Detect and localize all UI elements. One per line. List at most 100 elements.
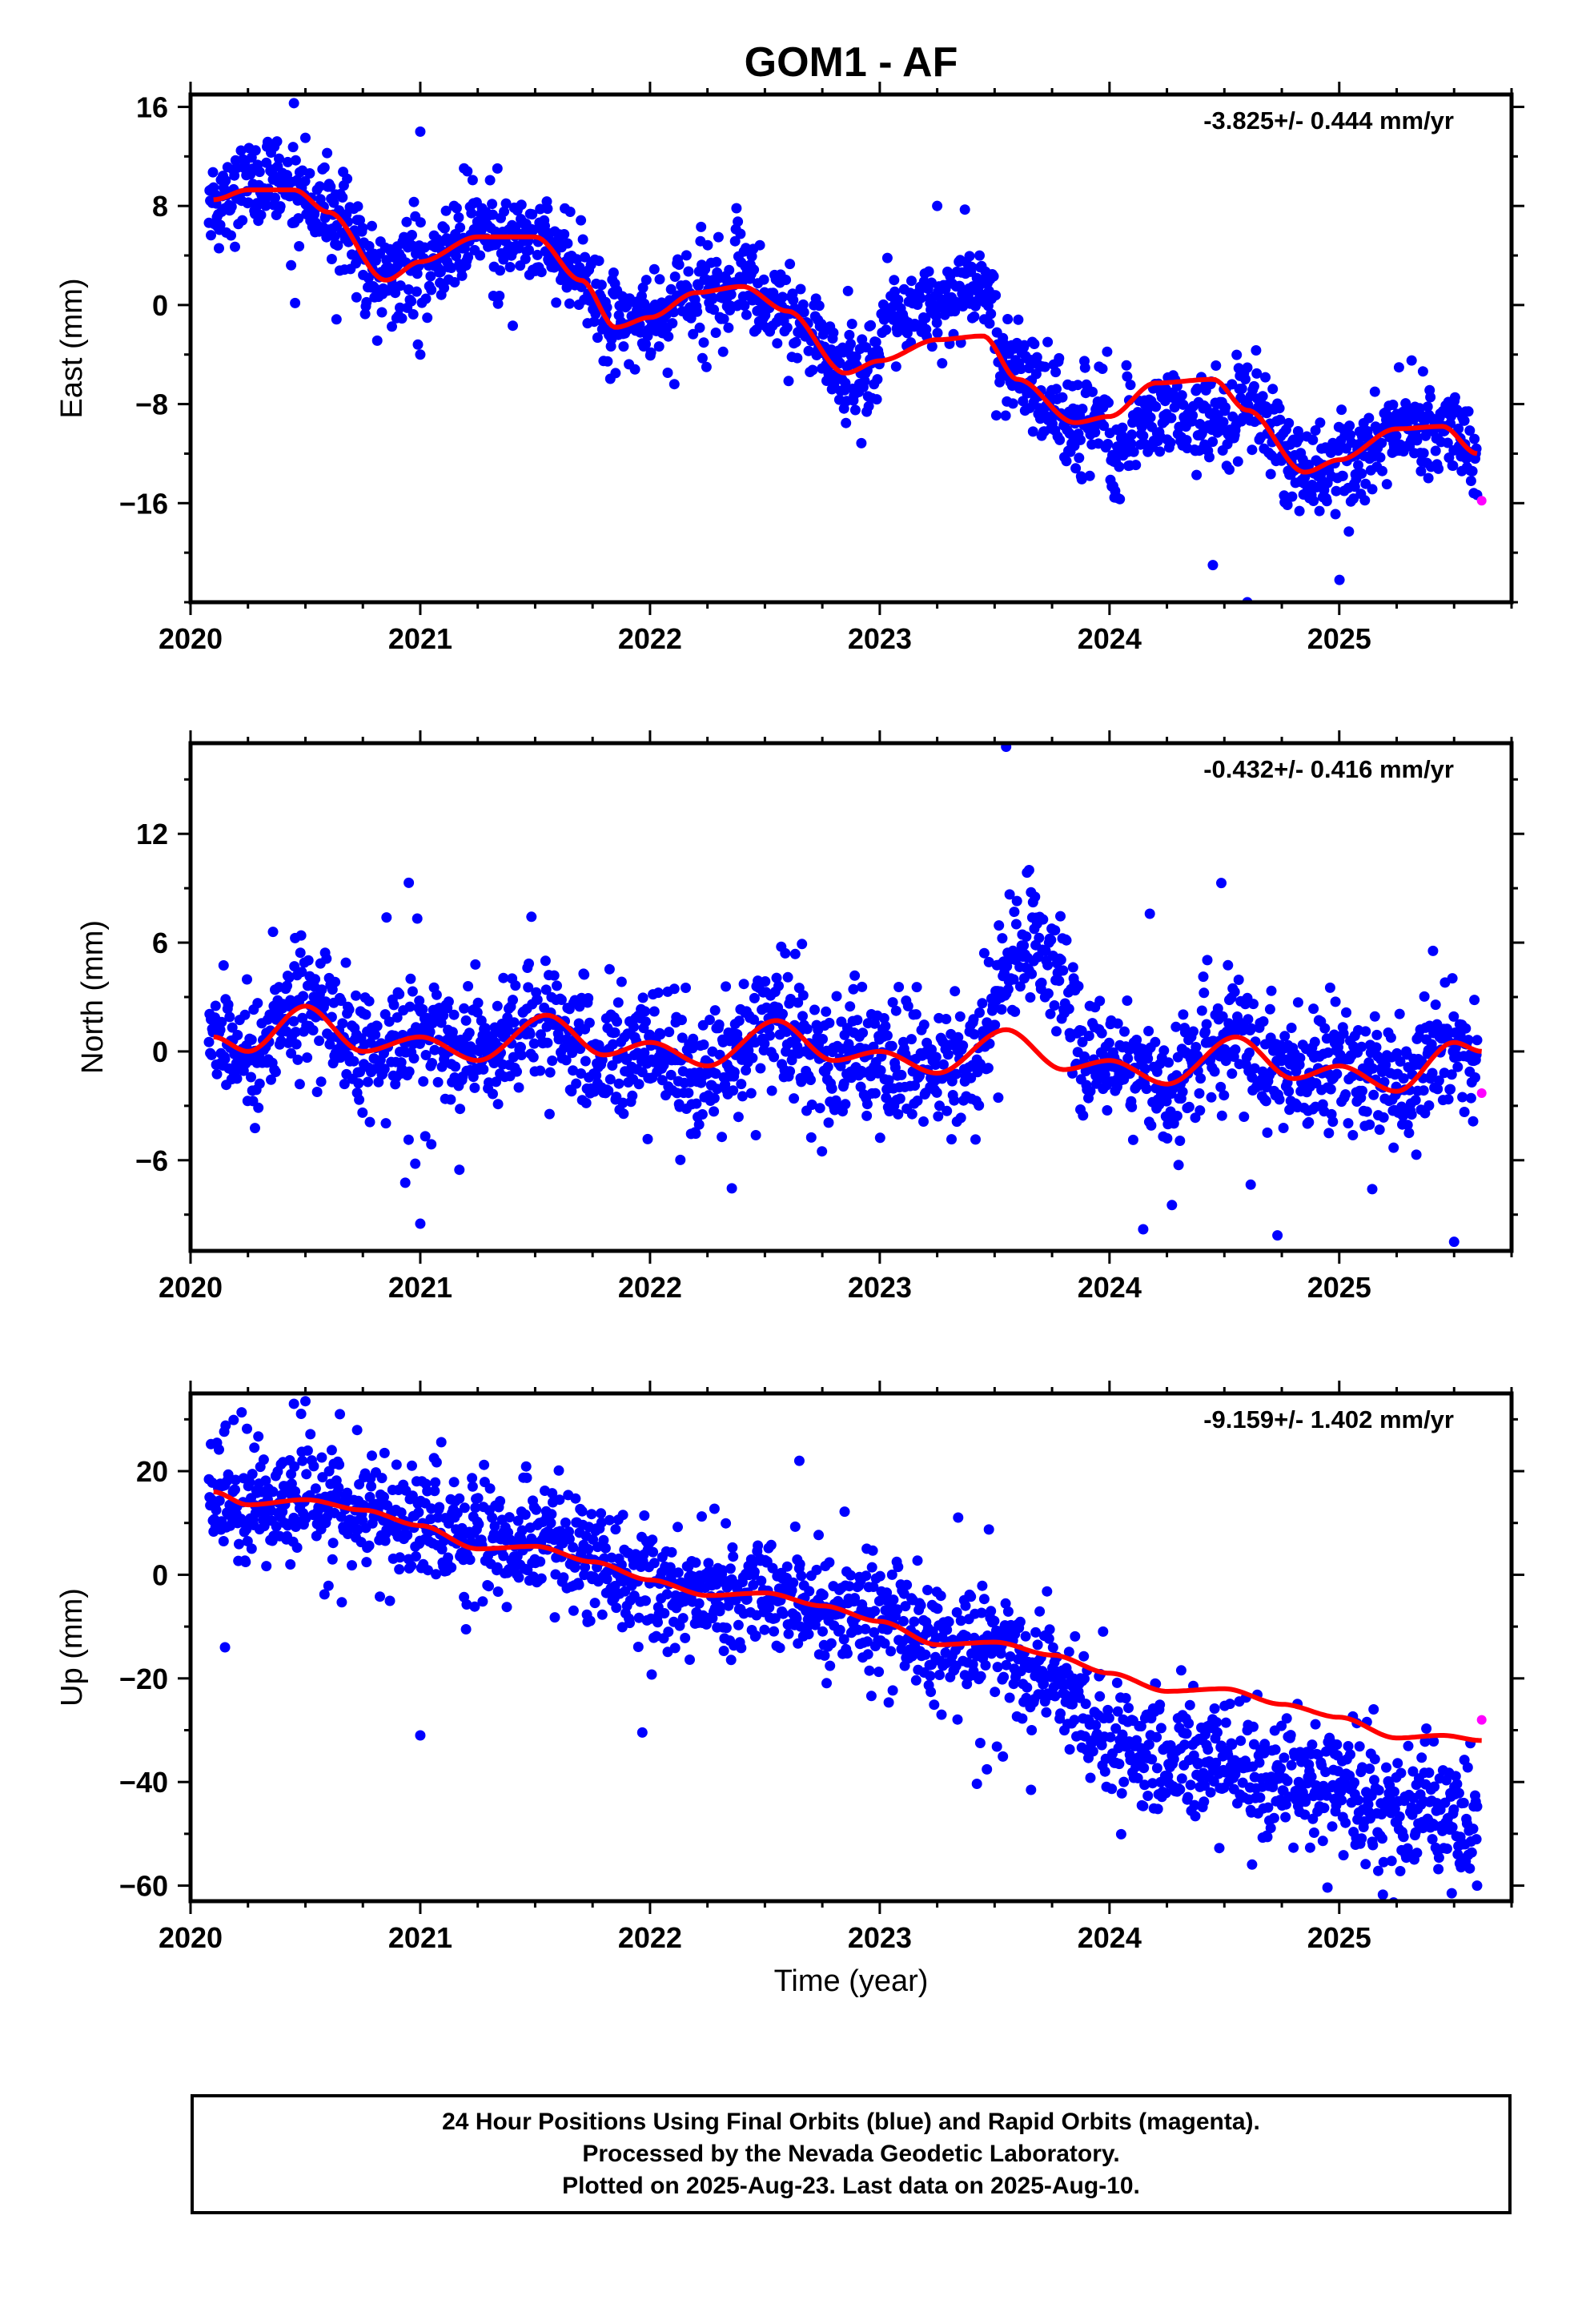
north-point — [738, 979, 749, 990]
north-point — [1077, 1036, 1088, 1047]
north-point — [1216, 878, 1227, 889]
up-point — [998, 1751, 1009, 1762]
east-point — [931, 317, 942, 328]
north-point — [766, 1085, 777, 1096]
east-point — [739, 300, 750, 312]
east-point — [1145, 412, 1156, 423]
east-point — [1349, 481, 1360, 493]
up-point — [1044, 1624, 1055, 1635]
up-point — [685, 1655, 695, 1665]
north-point — [1215, 1081, 1227, 1092]
up-point — [436, 1437, 447, 1448]
east-point — [1314, 505, 1325, 517]
north-point — [503, 1024, 514, 1035]
north-point — [528, 1051, 539, 1063]
east-point — [1307, 434, 1319, 445]
north-point — [1459, 1107, 1470, 1117]
north-point — [675, 1154, 686, 1165]
east-point — [451, 251, 462, 262]
up-point — [434, 1502, 445, 1513]
up-point — [396, 1507, 407, 1518]
north-point — [869, 1018, 881, 1029]
north-point — [513, 1082, 524, 1093]
north-point — [1264, 1003, 1275, 1015]
north-point — [1191, 1042, 1202, 1052]
east-point — [1039, 361, 1050, 372]
north-point — [857, 981, 868, 992]
up-point — [430, 1477, 441, 1488]
up-point — [260, 1475, 271, 1486]
east-point — [1411, 435, 1423, 446]
north-point — [1457, 1092, 1468, 1103]
north-point — [1245, 1179, 1256, 1190]
north-point — [1468, 1116, 1479, 1127]
east-point — [352, 201, 363, 212]
north-point — [765, 1030, 776, 1041]
up-point — [897, 1615, 909, 1626]
north-point — [931, 1087, 942, 1098]
up-point — [1090, 1719, 1102, 1731]
east-point — [893, 294, 904, 305]
north-point — [227, 1022, 238, 1033]
north-point — [544, 1108, 555, 1120]
east-point — [536, 267, 547, 278]
east-point — [1337, 470, 1348, 481]
up-point — [604, 1514, 615, 1526]
north-point — [968, 1014, 979, 1025]
north-point — [1368, 1089, 1379, 1100]
north-point — [1058, 965, 1069, 976]
north-point — [223, 999, 234, 1010]
up-point — [598, 1534, 609, 1546]
north-point — [360, 1009, 371, 1020]
up-point — [873, 1667, 885, 1678]
north-point — [714, 1049, 725, 1060]
up-point — [887, 1685, 898, 1696]
east-point — [1138, 430, 1149, 441]
up-point — [484, 1483, 496, 1494]
north-point — [1338, 1028, 1349, 1039]
up-point — [736, 1642, 747, 1654]
north-point — [1244, 1047, 1255, 1058]
up-point — [725, 1563, 736, 1574]
up-point — [982, 1630, 993, 1641]
north-point — [669, 983, 680, 995]
north-point — [729, 1067, 740, 1078]
north-point — [579, 969, 590, 980]
east-point — [542, 203, 553, 215]
east-point — [1018, 396, 1029, 407]
up-point — [411, 1551, 421, 1562]
east-point — [772, 338, 783, 349]
north-point — [295, 930, 307, 941]
north-point — [460, 1015, 472, 1026]
up-point — [936, 1709, 947, 1720]
east-point — [1224, 464, 1235, 475]
up-point — [864, 1665, 875, 1676]
up-point — [516, 1525, 528, 1536]
north-point — [805, 1075, 816, 1085]
east-point — [640, 339, 651, 350]
east-point — [1057, 392, 1068, 403]
east-point — [1336, 404, 1347, 416]
north-point — [652, 987, 664, 999]
north-point — [516, 1042, 526, 1053]
east-point — [495, 265, 506, 276]
up-point — [467, 1481, 478, 1492]
north-point — [950, 1068, 962, 1080]
north-point — [1103, 1037, 1114, 1048]
north-point — [938, 1059, 949, 1070]
north-point — [1002, 983, 1014, 995]
up-point — [546, 1509, 557, 1520]
east-point — [1087, 386, 1098, 397]
up-point — [1069, 1715, 1080, 1726]
up-point — [402, 1530, 413, 1541]
up-point — [756, 1575, 767, 1586]
up-point — [220, 1420, 231, 1431]
up-point — [892, 1604, 903, 1615]
north-point — [429, 1044, 440, 1055]
up-point — [327, 1554, 338, 1565]
up-point — [636, 1727, 648, 1738]
east-point — [1220, 402, 1231, 413]
up-point — [665, 1562, 676, 1573]
east-point — [1181, 435, 1192, 446]
east-point — [342, 173, 353, 184]
